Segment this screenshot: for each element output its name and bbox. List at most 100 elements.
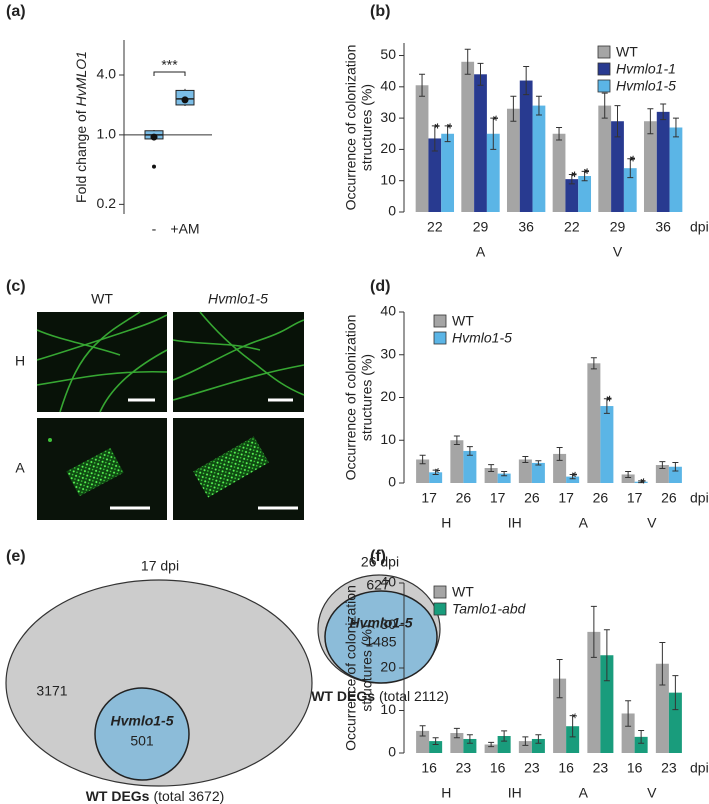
y-tick-label: 10	[380, 701, 396, 717]
x-tick-label: 16	[421, 760, 437, 776]
error-bar	[501, 730, 508, 742]
group-label: V	[647, 515, 657, 531]
y-axis-label-part: Fold change of	[73, 110, 89, 203]
y-tick-label: 20	[380, 140, 396, 156]
bar	[668, 466, 682, 483]
legend-swatch	[597, 79, 611, 93]
legend-swatch	[433, 331, 447, 345]
bar	[578, 176, 592, 212]
y-tick-label: 0	[388, 203, 396, 219]
error-bar	[419, 73, 426, 97]
x-tick-label: 29	[610, 219, 626, 235]
x-tick-label: 16	[558, 760, 574, 776]
y-tick-label: 40	[380, 78, 396, 94]
error-bar	[660, 103, 667, 121]
error-bar	[647, 108, 654, 135]
bar	[486, 133, 500, 212]
legend-label: WT	[452, 584, 474, 600]
legend-swatch	[597, 62, 611, 76]
error-bar	[659, 461, 666, 469]
error-bar	[625, 700, 632, 727]
column-header: WT	[91, 291, 113, 307]
venn-title: 26 dpi	[361, 554, 399, 570]
bar	[519, 80, 533, 212]
error-bar	[535, 95, 542, 116]
micrograph	[37, 418, 167, 520]
bar	[565, 179, 579, 212]
x-tick-label: 22	[564, 219, 580, 235]
bar	[484, 744, 498, 753]
error-bar	[431, 125, 438, 152]
bar	[669, 127, 683, 212]
error-bar	[590, 605, 597, 658]
legend-swatch	[433, 602, 447, 616]
y-axis-label: structures (%)	[359, 354, 375, 441]
group-label: V	[613, 244, 623, 260]
error-bar	[672, 117, 679, 138]
legend-label: Tamlo1-abd	[452, 601, 527, 617]
error-bar	[638, 729, 645, 744]
y-tick-label: 50	[380, 46, 396, 62]
x-tick-label: 23	[456, 760, 472, 776]
error-bar	[659, 642, 666, 686]
significance: ***	[161, 57, 178, 73]
bar	[623, 168, 637, 212]
bar	[634, 736, 648, 753]
error-bar	[581, 170, 588, 182]
caption: (total 3672)	[153, 788, 224, 804]
error-bar	[614, 105, 621, 138]
y-tick-label: 30	[380, 616, 396, 632]
y-tick-label: 40	[380, 574, 396, 590]
x-tick-label: 29	[473, 219, 489, 235]
venn-set-label: Hvmlo1-5	[349, 615, 412, 631]
error-bar	[419, 454, 426, 465]
legend-label: Hvmlo1-5	[452, 330, 512, 346]
error-bar	[453, 435, 460, 446]
x-tick-label: 26	[456, 490, 472, 506]
error-bar	[464, 48, 471, 75]
venn-count: 1485	[365, 634, 396, 650]
caption: (total 2112)	[379, 688, 449, 704]
panel-label: (b)	[370, 3, 390, 20]
bar	[553, 453, 567, 483]
mean	[181, 96, 189, 104]
x-tick-label: 26	[524, 490, 540, 506]
error-bar	[590, 357, 597, 370]
bar	[518, 459, 532, 483]
x-tick-label: 36	[655, 219, 671, 235]
error-bar	[535, 460, 542, 466]
error-bar	[477, 62, 484, 86]
x-tick-label: 26	[661, 490, 677, 506]
bar	[553, 678, 567, 753]
bar	[566, 726, 580, 753]
group-label: A	[579, 515, 589, 531]
legend-swatch	[597, 45, 611, 59]
y-tick-label: 10	[380, 431, 396, 447]
error-bar	[638, 480, 645, 484]
error-bar	[603, 629, 610, 682]
group-label: H	[441, 785, 451, 801]
bar	[484, 468, 498, 483]
caption-bold: WT DEGs	[86, 788, 150, 804]
bar	[621, 474, 635, 483]
bar	[450, 733, 464, 753]
y-tick-label: 40	[380, 303, 396, 319]
y-axis-label-part: HvMLO1	[73, 51, 89, 106]
bar	[587, 363, 601, 483]
significance-bracket	[153, 71, 186, 76]
bar	[587, 631, 601, 753]
error-bar	[556, 447, 563, 461]
error-bar	[523, 65, 530, 96]
bar	[611, 121, 624, 212]
venn-count: 501	[130, 733, 154, 749]
bar	[463, 450, 477, 483]
bar	[518, 741, 532, 753]
group-label: A	[476, 244, 486, 260]
bar	[566, 476, 580, 483]
error-bar	[672, 675, 679, 711]
error-bar	[556, 659, 563, 699]
bar	[531, 738, 545, 753]
y-tick-label: 0.2	[97, 195, 117, 211]
bar	[598, 105, 612, 212]
y-tick-label: 0	[388, 474, 396, 490]
